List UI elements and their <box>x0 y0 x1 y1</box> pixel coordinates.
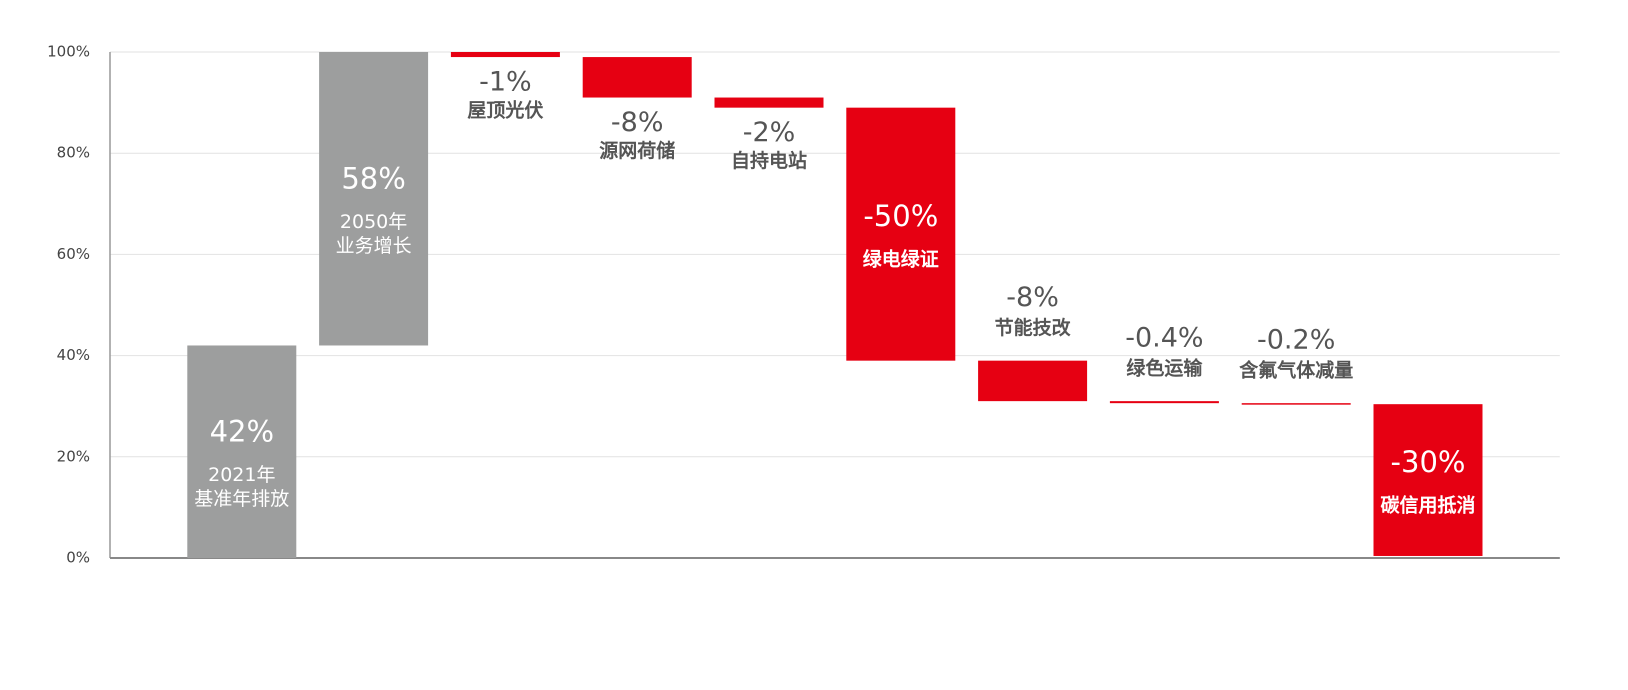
bar <box>1109 401 1219 404</box>
category-label: 节能技改 <box>995 316 1072 339</box>
bar <box>846 107 956 361</box>
category-label: 含氟气体减量 <box>1239 359 1353 382</box>
y-tick-label: 80% <box>57 144 90 162</box>
bar <box>582 57 692 98</box>
y-tick-label: 100% <box>47 43 90 61</box>
value-label: 42% <box>210 415 274 449</box>
category-label: 2021年 <box>208 464 275 486</box>
value-label: -2% <box>743 117 796 148</box>
y-tick-label: 20% <box>57 447 90 465</box>
bar <box>1373 404 1483 556</box>
category-label: 碳信用抵消 <box>1380 494 1475 517</box>
value-label: -30% <box>1391 445 1466 479</box>
category-label: 屋顶光伏 <box>467 99 543 122</box>
category-label: 2050年 <box>340 211 407 233</box>
value-label: -8% <box>611 107 664 138</box>
category-label: 绿电绿证 <box>863 248 939 271</box>
value-label: 58% <box>341 162 405 196</box>
category-label: 业务增长 <box>336 235 412 257</box>
y-tick-label: 0% <box>66 549 90 567</box>
bar <box>978 360 1088 402</box>
category-label: 绿色运输 <box>1126 357 1203 380</box>
bar <box>714 97 824 108</box>
value-label: -8% <box>1006 282 1059 313</box>
bar <box>450 52 560 58</box>
value-label: -50% <box>863 199 938 233</box>
value-label: -0.2% <box>1257 325 1335 356</box>
category-label: 自持电站 <box>731 149 807 172</box>
y-tick-label: 60% <box>57 245 90 263</box>
value-label: -1% <box>479 67 532 98</box>
category-label: 基准年排放 <box>194 488 289 510</box>
y-tick-label: 40% <box>57 346 90 364</box>
bar <box>187 345 297 558</box>
category-label: 源网荷储 <box>599 139 675 162</box>
value-label: -0.4% <box>1125 323 1203 354</box>
bar <box>319 52 429 346</box>
bar <box>1241 403 1351 405</box>
